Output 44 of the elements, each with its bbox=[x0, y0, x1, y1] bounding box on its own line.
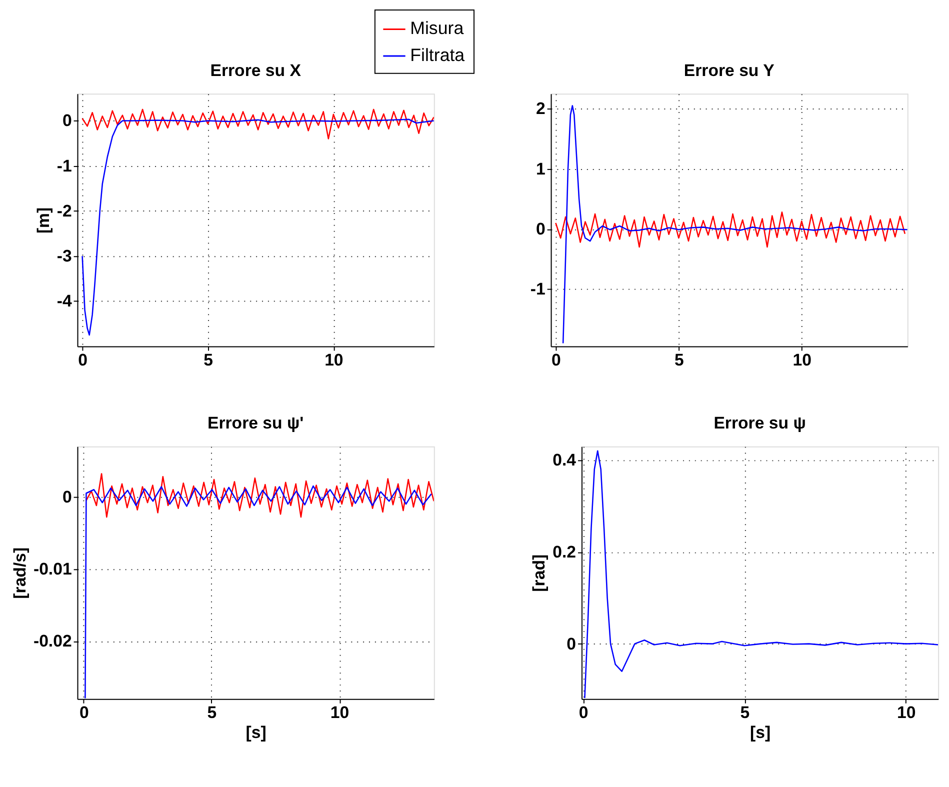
y-tick-label: -4 bbox=[56, 292, 72, 311]
x-tick-label: 0 bbox=[78, 350, 88, 370]
line-series bbox=[82, 108, 434, 140]
y-tick-label: 0 bbox=[536, 219, 546, 238]
y-tick-label: 1 bbox=[536, 159, 546, 178]
x-tick-label: 0 bbox=[79, 703, 89, 722]
y-tick-label: -1 bbox=[56, 156, 72, 176]
y-tick-label: -2 bbox=[56, 201, 72, 220]
y-axis-title: [m] bbox=[34, 207, 53, 234]
chart-title: Errore su Y bbox=[684, 60, 774, 80]
x-tick-label: 10 bbox=[896, 703, 916, 722]
x-tick-label: 5 bbox=[204, 350, 214, 370]
line-series bbox=[86, 473, 434, 518]
x-tick-label: 5 bbox=[207, 703, 217, 722]
line-series bbox=[584, 450, 938, 699]
chart-title: Errore su X bbox=[210, 60, 302, 80]
x-tick-label: 5 bbox=[674, 350, 684, 370]
x-tick-label: 10 bbox=[330, 703, 350, 722]
chart-title: Errore su ψ bbox=[714, 413, 806, 432]
y-tick-label: 0 bbox=[62, 487, 72, 506]
y-tick-label: -0.01 bbox=[33, 559, 72, 578]
x-axis-title: [s] bbox=[246, 723, 266, 742]
y-tick-label: 0.4 bbox=[552, 450, 577, 470]
y-tick-label: -3 bbox=[56, 246, 72, 266]
y-axis-title: [rad] bbox=[530, 554, 549, 592]
legend-label: Misura bbox=[410, 18, 464, 38]
chart-title: Errore su ψ' bbox=[207, 413, 304, 432]
y-tick-label: 2 bbox=[536, 99, 546, 118]
y-tick-label: -1 bbox=[530, 280, 546, 299]
line-series bbox=[84, 485, 432, 699]
x-tick-label: 10 bbox=[324, 350, 344, 370]
x-tick-label: 10 bbox=[792, 350, 812, 370]
legend-label: Filtrata bbox=[410, 44, 465, 65]
x-tick-label: 5 bbox=[740, 703, 750, 722]
y-tick-label: -0.02 bbox=[33, 632, 72, 651]
y-tick-label: 0 bbox=[62, 111, 72, 130]
line-series bbox=[555, 212, 906, 248]
x-axis-title: [s] bbox=[750, 723, 771, 742]
y-tick-label: 0.2 bbox=[552, 542, 576, 562]
y-axis-title: [rad/s] bbox=[10, 547, 30, 599]
y-tick-label: 0 bbox=[566, 634, 576, 654]
x-tick-label: 0 bbox=[578, 703, 588, 722]
line-series bbox=[82, 118, 434, 336]
line-series bbox=[562, 105, 908, 344]
